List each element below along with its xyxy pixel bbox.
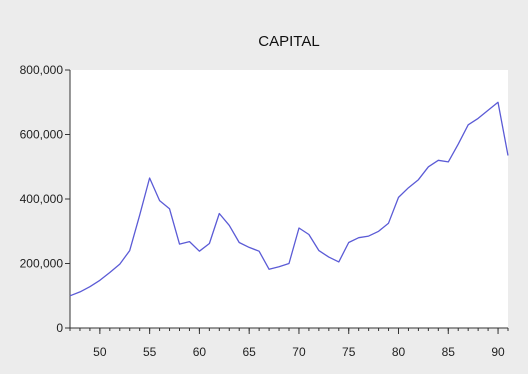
- plot-area: [70, 70, 508, 328]
- chart-title: CAPITAL: [258, 33, 319, 50]
- x-tick-label: 90: [491, 345, 505, 359]
- x-tick-label: 70: [292, 345, 306, 359]
- x-tick-label: 85: [442, 345, 456, 359]
- x-tick-label: 60: [193, 345, 207, 359]
- y-tick-label: 200,000: [20, 257, 64, 271]
- series-line-capital: [69, 101, 509, 297]
- x-tick-label: 80: [392, 345, 406, 359]
- y-tick-label: 600,000: [20, 128, 64, 142]
- x-tick-label: 75: [342, 345, 356, 359]
- ticks: 0 200,000 400,000 600,000 800,000 50 55 60 65 70 7…: [20, 63, 509, 359]
- x-tick-label: 65: [243, 345, 257, 359]
- y-tick-label: 800,000: [20, 63, 64, 77]
- y-tick-label: 400,000: [20, 192, 64, 206]
- series-group: [69, 101, 509, 297]
- x-tick-label: 55: [143, 345, 157, 359]
- y-tick-label: 0: [56, 321, 63, 335]
- x-tick-label: 50: [93, 345, 107, 359]
